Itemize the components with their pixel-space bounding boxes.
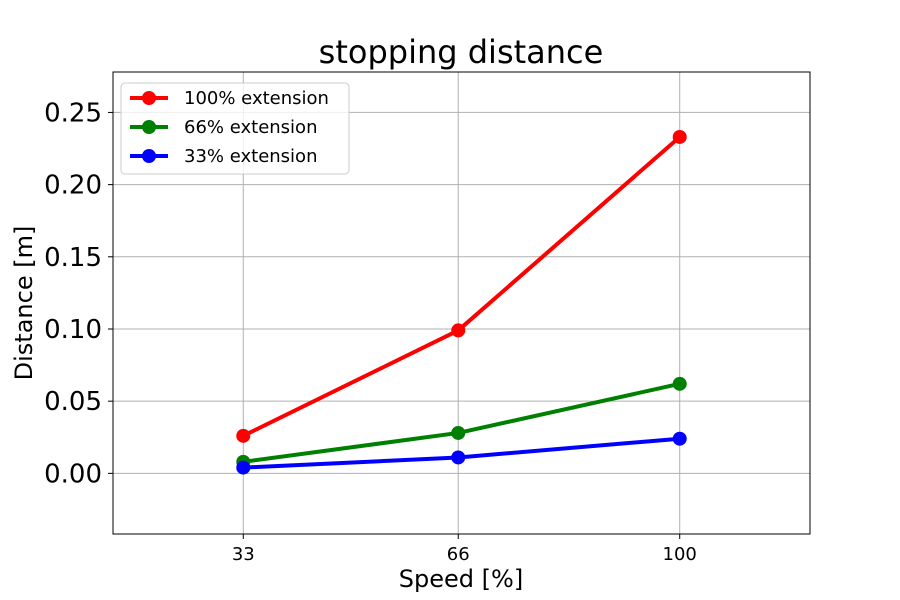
y-tick-label: 0.25 bbox=[44, 98, 102, 128]
legend: 100% extension 66% extension 33% extension bbox=[120, 82, 350, 175]
legend-label: 66% extension bbox=[184, 117, 317, 138]
y-axis-ticks: 0.00 0.05 0.10 0.15 0.20 0.25 bbox=[44, 98, 113, 489]
legend-items: 100% extension 66% extension 33% extension bbox=[130, 88, 329, 167]
x-tick-label: 33 bbox=[232, 544, 255, 565]
data-point bbox=[451, 425, 466, 440]
data-point bbox=[672, 431, 687, 446]
x-axis-ticks: 33 66 100 bbox=[232, 534, 697, 565]
legend-box bbox=[120, 82, 350, 175]
x-tick-label: 100 bbox=[663, 544, 697, 565]
data-point bbox=[236, 428, 251, 443]
y-tick-label: 0.15 bbox=[44, 243, 102, 273]
data-point bbox=[451, 450, 466, 465]
plot-frame bbox=[112, 71, 811, 535]
y-tick-label: 0.00 bbox=[44, 459, 102, 489]
x-axis-label: Speed [%] bbox=[399, 565, 523, 593]
data-point bbox=[672, 129, 687, 144]
series-layer bbox=[236, 129, 687, 475]
y-tick-label: 0.05 bbox=[44, 387, 102, 417]
data-point bbox=[672, 376, 687, 391]
legend-marker bbox=[142, 149, 156, 163]
legend-marker bbox=[142, 120, 156, 134]
data-point bbox=[451, 323, 466, 338]
legend-label: 100% extension bbox=[184, 88, 329, 109]
x-tick-label: 66 bbox=[447, 544, 470, 565]
y-axis-label: Distance [m] bbox=[10, 226, 38, 381]
data-point bbox=[236, 460, 251, 475]
legend-label: 33% extension bbox=[184, 146, 317, 167]
y-tick-label: 0.10 bbox=[44, 315, 102, 345]
legend-marker bbox=[142, 91, 156, 105]
chart-title: stopping distance bbox=[319, 33, 604, 71]
y-tick-label: 0.20 bbox=[44, 171, 102, 201]
